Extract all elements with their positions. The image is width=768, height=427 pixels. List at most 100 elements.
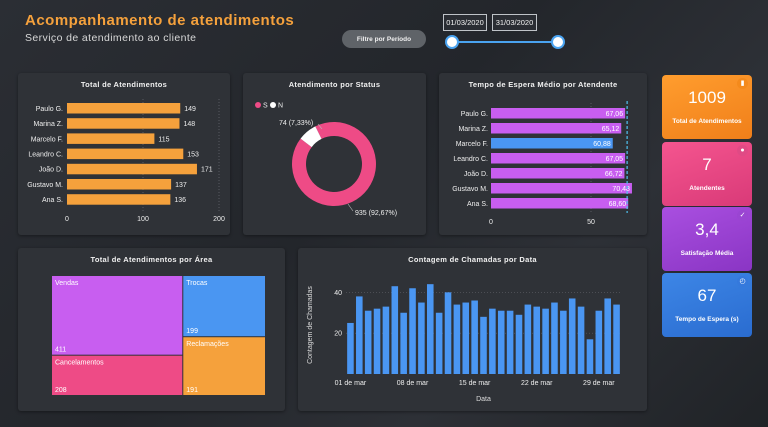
bar <box>491 138 613 149</box>
category-label: Marcelo F. <box>31 136 63 143</box>
data-label: 148 <box>183 121 195 128</box>
kpi-value: 3,4 <box>695 220 719 239</box>
bar <box>391 286 399 374</box>
treemap-cell <box>52 276 183 355</box>
data-label: 60,88 <box>593 141 611 148</box>
treemap-label: Vendas <box>55 280 79 287</box>
bar <box>426 284 434 374</box>
bar <box>586 339 594 374</box>
page-subtitle: Serviço de atendimento ao cliente <box>25 32 197 44</box>
card-title: Total de Atendimentos por Área <box>90 255 213 264</box>
category-label: João D. <box>39 167 63 174</box>
data-label: 66,72 <box>605 171 623 178</box>
bar <box>435 312 443 374</box>
status-card: Atendimento por Status S N 74 (7,33%) 935 (… <box>243 73 426 235</box>
bar <box>67 103 181 114</box>
data-label: 65,12 <box>602 126 620 133</box>
bar <box>497 310 505 374</box>
bar <box>604 298 611 374</box>
data-label: 153 <box>187 151 199 158</box>
tick-label: 0 <box>489 219 493 226</box>
bar <box>67 179 172 190</box>
tick-label: 08 de mar <box>397 380 429 387</box>
bar <box>67 148 184 160</box>
category-label: Paulo G. <box>461 111 488 118</box>
bar <box>67 118 180 129</box>
legend-marker <box>255 102 261 108</box>
legend-label: N <box>278 103 283 110</box>
tick-label: 50 <box>587 219 595 226</box>
data-label: 67,05 <box>606 156 624 163</box>
data-label: 115 <box>158 136 169 143</box>
treemap-cell <box>183 276 265 337</box>
data-label: 68,60 <box>609 201 627 208</box>
date-range-slider[interactable] <box>452 41 558 43</box>
tick-label: 40 <box>334 290 342 297</box>
category-label: Leandro C. <box>453 156 488 163</box>
category-label: Marcelo F. <box>456 141 488 148</box>
data-label: 67,06 <box>606 111 624 118</box>
bar <box>373 308 381 374</box>
data-label: 171 <box>201 167 213 174</box>
bar <box>595 310 603 374</box>
bar <box>577 306 585 374</box>
bar <box>409 288 416 374</box>
bar <box>382 306 390 374</box>
people-icon: ● <box>737 145 748 156</box>
tempo-espera-card: Tempo de Espera Médio por Atendente Paul… <box>439 73 647 235</box>
kpi-label: Satisfação Média <box>680 250 734 257</box>
bar <box>347 322 354 374</box>
kpi-label: Atendentes <box>689 185 725 192</box>
calls-by-date-card: Contagem de Chamadas por Data 20 40 01 de … <box>298 248 647 411</box>
calls-by-date-chart: 20 40 01 de mar 08 de mar 15 de mar 22 de mar… <box>307 284 621 403</box>
tick-label: 100 <box>137 216 149 223</box>
category-label: Marina Z. <box>458 126 488 133</box>
total-atendimentos-chart: Paulo G. 149 Marina Z. 148 Marcelo F. 115 Lean… <box>27 99 225 223</box>
legend-label: S <box>263 103 268 110</box>
bar <box>480 316 487 374</box>
treemap-label: Cancelamentos <box>55 360 104 367</box>
donut-slice <box>300 126 322 148</box>
status-donut-chart: S N 74 (7,33%) 935 (92,67%) <box>255 102 397 217</box>
kpi-tempo-espera: ◴ 67 Tempo de Espera (s) <box>662 273 752 337</box>
tempo-espera-chart: Paulo G. 67,06 Marina Z. 65,12 Marcelo F. 60,… <box>452 101 632 226</box>
bar <box>515 314 523 374</box>
category-label: Ana S. <box>42 197 63 204</box>
date-end-input[interactable]: 31/03/2020 <box>492 14 537 31</box>
category-label: Ana S. <box>467 201 488 208</box>
bar <box>560 310 567 374</box>
kpi-label: Tempo de Espera (s) <box>675 316 739 323</box>
bar <box>524 304 532 374</box>
slider-end-handle[interactable] <box>551 35 565 49</box>
bar <box>491 183 632 194</box>
bar <box>67 133 155 144</box>
total-atendimentos-card: Total de Atendimentos Paulo G. 149 Marina … <box>18 73 230 235</box>
data-label: 935 (92,67%) <box>355 210 397 217</box>
bar <box>418 302 425 374</box>
data-label: 137 <box>175 182 187 189</box>
bar <box>506 310 514 374</box>
filter-period-button[interactable]: Filtre por Período <box>342 30 426 48</box>
treemap-label: Trocas <box>186 280 208 287</box>
treemap-label: Reclamações <box>186 341 229 348</box>
bar <box>551 302 558 374</box>
kpi-total-atendimentos: ▮ 1009 Total de Atendimentos <box>662 75 752 139</box>
treemap-cell <box>183 337 265 395</box>
tick-label: 29 de mar <box>583 380 615 387</box>
page-title: Acompanhamento de atendimentos <box>25 12 295 29</box>
bar <box>462 302 470 374</box>
legend-marker <box>270 102 276 108</box>
check-icon: ✓ <box>737 210 748 221</box>
donut-slice <box>292 122 376 207</box>
area-treemap-chart: Vendas 411 Cancelamentos 208 Trocas 199 Reclam… <box>52 276 265 395</box>
bar <box>400 312 407 374</box>
date-start-input[interactable]: 01/03/2020 <box>443 14 487 31</box>
slider-start-handle[interactable] <box>445 35 459 49</box>
kpi-atendentes: ● 7 Atendentes <box>662 142 752 206</box>
tick-label: 20 <box>334 331 342 338</box>
data-label: 70,48 <box>612 186 630 193</box>
bar <box>533 306 541 374</box>
category-label: Gustavo M. <box>452 186 488 193</box>
category-label: João D. <box>464 171 488 178</box>
kpi-value: 67 <box>697 286 717 305</box>
